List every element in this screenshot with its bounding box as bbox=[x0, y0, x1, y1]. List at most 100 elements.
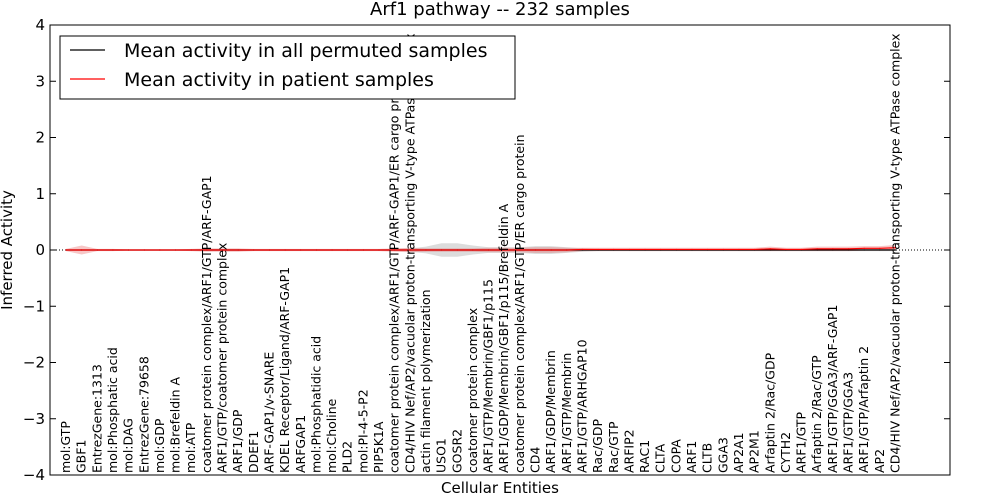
y-tick-label: 1 bbox=[35, 185, 45, 203]
y-tick-label: −4 bbox=[23, 466, 45, 484]
point-series-1 bbox=[800, 248, 803, 251]
legend-label-patient: Mean activity in patient samples bbox=[124, 69, 434, 91]
x-tick-label: GBF1 bbox=[74, 440, 89, 473]
x-tick-label: Rac/GDP bbox=[590, 419, 605, 473]
point-series-1 bbox=[268, 249, 271, 251]
x-tick-label: RAC1 bbox=[637, 440, 652, 473]
legend-box bbox=[59, 35, 516, 100]
point-series-1 bbox=[785, 248, 787, 251]
x-tick-label: mol:GTP bbox=[58, 421, 73, 473]
x-tick-label: CD4/HIV Nef/AP2/vacuolar proton-transpor… bbox=[402, 34, 417, 474]
point-series-1 bbox=[65, 249, 67, 251]
x-tick-label: mol:DAG bbox=[121, 418, 136, 473]
x-tick-label: ARF1 bbox=[684, 441, 699, 473]
x-tick-label: AP2 bbox=[872, 449, 887, 473]
x-tick-label: mol:Phosphatic acid bbox=[105, 347, 120, 473]
point-series-1 bbox=[879, 247, 881, 249]
x-tick-label: mol:Choline bbox=[324, 398, 339, 473]
point-series-1 bbox=[221, 249, 224, 251]
x-tick-label: coatomer protein complex/ARF1/GTP/ARF-GA… bbox=[387, 67, 402, 473]
point-series-1 bbox=[487, 249, 490, 251]
line-series-1 bbox=[66, 247, 896, 251]
point-series-1 bbox=[190, 249, 192, 251]
x-tick-label: CLTB bbox=[700, 443, 715, 473]
point-series-1 bbox=[174, 249, 177, 251]
point-series-1 bbox=[315, 249, 317, 251]
point-series-0 bbox=[816, 249, 818, 251]
point-series-1 bbox=[128, 249, 130, 251]
x-tick-label: CD4/HIV Nef/AP2/vacuolar proton-transpor… bbox=[887, 34, 902, 474]
point-series-0 bbox=[894, 249, 897, 251]
point-series-1 bbox=[456, 249, 458, 251]
y-tick-label: 4 bbox=[35, 16, 45, 34]
x-tick-label: KDEL Receptor/Ligand/ARF-GAP1 bbox=[277, 267, 292, 473]
y-axis-label: Inferred Activity bbox=[0, 190, 16, 310]
point-series-1 bbox=[597, 248, 599, 251]
x-tick-label: ARF1/GDP/Membrin/GBF1/p115/Brefeldin A bbox=[496, 203, 511, 473]
point-series-1 bbox=[847, 248, 850, 250]
x-tick-label: EntrezGene:79658 bbox=[136, 356, 151, 473]
x-tick-label: AP2A1 bbox=[731, 432, 746, 473]
x-tick-label: mol:GDP bbox=[152, 418, 167, 473]
x-tick-label: ARF1/GTP/ARHGAP10 bbox=[574, 339, 589, 473]
point-series-1 bbox=[691, 248, 693, 251]
x-tick-label: GOSR2 bbox=[449, 429, 464, 473]
point-series-1 bbox=[237, 249, 239, 251]
point-series-1 bbox=[300, 249, 302, 251]
point-series-1 bbox=[534, 249, 537, 251]
point-series-1 bbox=[409, 249, 411, 251]
point-series-1 bbox=[738, 248, 740, 251]
point-series-0 bbox=[769, 249, 771, 251]
point-series-1 bbox=[675, 248, 677, 251]
point-series-1 bbox=[159, 249, 161, 251]
y-tick-label: 0 bbox=[35, 241, 45, 259]
point-series-1 bbox=[253, 249, 255, 251]
point-series-1 bbox=[628, 248, 631, 251]
x-tick-label: CLTA bbox=[653, 443, 668, 473]
point-series-1 bbox=[284, 249, 286, 251]
point-series-1 bbox=[81, 249, 83, 251]
x-tick-label: ARF1/GDP bbox=[230, 409, 245, 473]
x-tick-label: ARF1/GTP/GGA3/ARF-GAP1 bbox=[825, 305, 840, 473]
point-series-1 bbox=[707, 248, 709, 251]
y-tick-label: −3 bbox=[23, 410, 45, 428]
legend-label-permuted: Mean activity in all permuted samples bbox=[124, 40, 487, 62]
point-series-1 bbox=[550, 249, 552, 251]
point-series-1 bbox=[894, 247, 897, 249]
point-series-1 bbox=[394, 249, 396, 251]
point-series-0 bbox=[863, 249, 865, 251]
x-tick-label: Arfaptin 2/Rac/GDP bbox=[762, 352, 777, 473]
point-series-1 bbox=[112, 249, 114, 251]
x-tick-label: ARFIP2 bbox=[621, 429, 636, 473]
point-series-0 bbox=[832, 249, 834, 251]
point-series-1 bbox=[425, 249, 427, 251]
x-tick-label: ARF1/GTP/Membrin bbox=[559, 353, 574, 473]
x-tick-label: ARF1/GTP bbox=[794, 412, 809, 473]
point-series-1 bbox=[472, 249, 474, 251]
chart-title: Arf1 pathway -- 232 samples bbox=[370, 0, 630, 20]
point-series-1 bbox=[519, 249, 521, 251]
x-tick-label: USO1 bbox=[434, 438, 449, 473]
x-tick-label: coatomer protein complex/ARF1/GTP/ARF-GA… bbox=[199, 175, 214, 473]
x-tick-label: GGA3 bbox=[715, 437, 730, 473]
x-axis-label: Cellular Entities bbox=[441, 479, 559, 497]
point-series-0 bbox=[879, 249, 881, 251]
x-tick-label: mol:Phosphatidic acid bbox=[308, 336, 323, 473]
point-series-1 bbox=[832, 248, 834, 250]
x-tick-label: actin filament polymerization bbox=[418, 289, 433, 473]
y-tick-label: 2 bbox=[35, 129, 45, 147]
x-tick-label: ARF1/GDP/Membrin bbox=[543, 350, 558, 473]
x-tick-label: CYTH2 bbox=[778, 432, 793, 473]
point-series-1 bbox=[441, 249, 443, 251]
x-tick-label: COPA bbox=[668, 439, 683, 473]
point-series-1 bbox=[581, 248, 584, 251]
x-tick-label: ARF1/GTP/Arfaptin 2 bbox=[856, 346, 871, 473]
point-series-1 bbox=[566, 249, 568, 251]
point-series-1 bbox=[503, 249, 505, 251]
point-series-1 bbox=[362, 249, 364, 251]
x-tick-label: mol:ATP bbox=[183, 422, 198, 473]
point-series-1 bbox=[722, 248, 724, 251]
point-series-1 bbox=[769, 248, 771, 250]
x-tick-label: mol:Brefeldin A bbox=[168, 376, 183, 473]
point-series-1 bbox=[331, 249, 333, 251]
